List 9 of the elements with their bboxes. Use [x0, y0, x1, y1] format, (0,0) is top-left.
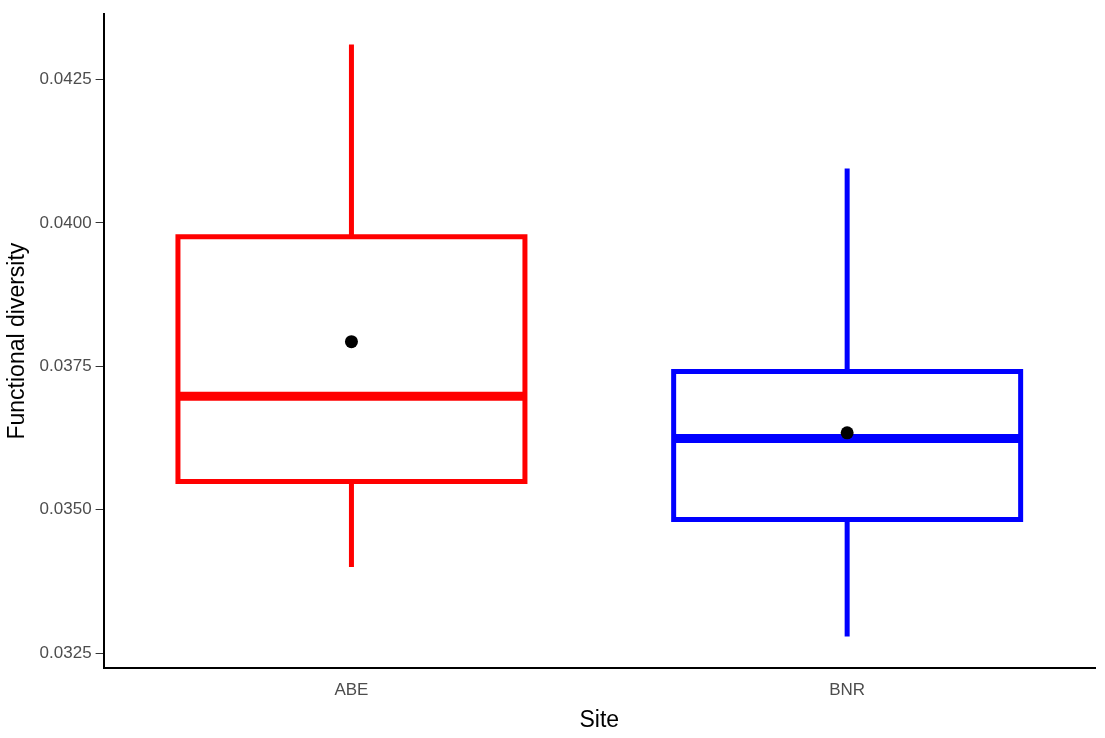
- y-tick-label: 0.0325: [39, 642, 92, 662]
- y-tick-label: 0.0425: [39, 69, 92, 89]
- x-axis-title: Site: [579, 705, 620, 732]
- x-tick-label: ABE: [334, 679, 369, 699]
- x-tick-label: BNR: [829, 679, 866, 699]
- y-tick-label: 0.0375: [39, 356, 92, 376]
- y-tick-label: 0.0400: [39, 212, 92, 232]
- y-tick-label: 0.0350: [39, 499, 92, 519]
- y-axis-title: Functional diversity: [3, 242, 30, 440]
